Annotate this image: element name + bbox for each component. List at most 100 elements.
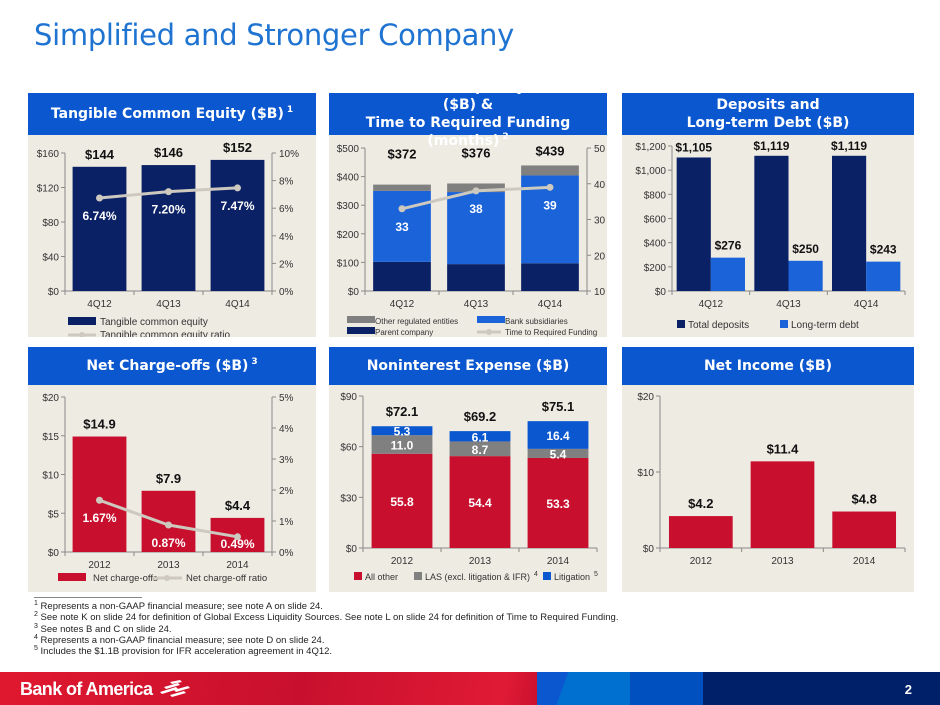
line-label: 38 [469,202,483,216]
chart-title: Tangible Common Equity ($B) 1 [28,93,316,135]
legend-label-text: Net charge-offs [93,573,158,584]
footnote: 4 Represents a non-GAAP financial measur… [34,634,618,646]
x-tick-label: 2013 [157,560,180,571]
y-tick-label: $30 [340,493,357,504]
footnote: 1 Represents a non-GAAP financial measur… [34,599,618,612]
page-number: 2 [904,682,912,697]
footnote-mark: 2 [34,611,38,619]
y-tick-label: $5 [48,509,60,520]
line-label: 7.20% [151,203,185,217]
legend-label-text: All other [365,572,398,582]
x-tick-label: 4Q13 [156,299,181,310]
chart-title: Net Charge-offs ($B) 3 [28,347,316,385]
line-label: 6.74% [82,209,116,223]
segment-label: 8.7 [472,443,489,457]
legend-label: Long-term debt [791,320,859,331]
line-label: 0.87% [151,536,185,550]
y-tick-label: $0 [48,287,60,298]
chart-title: Noninterest Expense ($B) [329,347,607,385]
chart-title-text: Long-term Debt ($B) [686,115,850,131]
flag-icon [160,679,191,697]
footnote-mark: 5 [34,645,38,653]
line-label: 1.67% [82,511,116,525]
footer-stripe [703,672,940,705]
footnote: 3 See notes B and C on slide 24. [34,622,618,635]
chart-area: $0 $200 $400 $600 $800 $1,000 $1,200 4Q12 4Q13 4Q… [622,135,914,337]
bar-segment [449,441,511,457]
bar-segment [373,184,431,191]
legend-label-text: Litigation [554,572,590,582]
bar-label: $1,119 [831,139,867,153]
footnote-mark: 1 [34,599,38,607]
line-point [165,521,172,529]
chart-title-line: Tangible Common Equity ($B) 1 [51,105,293,123]
x-tick-label: 2012 [690,556,713,567]
bar-segment [449,456,511,548]
chart-panel: Noninterest Expense ($B) $0 $30 $60 $90 2012 2… [329,347,607,592]
chart-panel: Global Excess Liquidity Sources ($B) & Ti… [329,79,607,337]
y2-tick-label: 4% [279,424,294,435]
y2-tick-label: 40 [594,180,606,191]
y-tick-label: $500 [337,144,360,155]
line-point [96,496,103,504]
legend-label-text: Tangible common equity ratio [100,330,231,337]
bar-segment [371,435,433,454]
legend-swatch [347,327,375,334]
chart-panel: Net Income ($B) $0 $10 $20 2012 2013 2014 $4.2 $… [622,347,914,592]
chart-title-text: Net Income ($B) [703,358,833,374]
y2-tick-label: 50 [594,144,606,155]
chart-area: $0 $40 $80 $120 $160 0% 2% 4% 6% 8% 10% 4Q12 4Q13 4Q1… [28,135,316,337]
total-label: $439 [536,143,565,158]
bar-segment [371,453,433,548]
x-tick-label: 4Q12 [699,299,724,310]
chart-title-text: Noninterest Expense ($B) [366,358,570,374]
bar-label: $250 [792,242,819,256]
legend-label-text: LAS (excl. litigation & IFR) [425,572,530,582]
legend-point [79,332,85,337]
y2-tick-label: 0% [279,287,294,298]
y2-tick-label: 4% [279,232,294,243]
y-tick-label: $10 [42,471,59,482]
y2-tick-label: 1% [279,517,294,528]
legend-label-text: Parent company [375,328,433,337]
legend-label: Tangible common equity [100,317,208,328]
segment-label: 5.3 [394,425,411,439]
footnote-text: Represents a non-GAAP financial measure;… [40,634,325,646]
y-tick-label: $600 [644,215,667,226]
y-tick-label: $60 [340,443,357,454]
y-tick-label: $90 [340,392,357,403]
bar-label: $152 [223,140,252,155]
legend-swatch [354,572,362,580]
bar-label: $4.4 [225,498,251,513]
chart-title-text: Net Charge-offs ($B) [86,358,249,374]
legend-label: Net charge-off ratio [186,573,267,584]
bar-segment [447,192,505,265]
y-tick-label: $0 [346,544,358,555]
y-tick-label: $20 [42,393,59,404]
line-point [472,187,480,195]
y-tick-label: $300 [337,201,360,212]
legend-label-text: Bank subsidiaries [505,317,568,326]
x-tick-label: 2012 [391,556,414,567]
chart-title-line: Deposits and [716,96,819,114]
legend-swatch [780,320,788,328]
footnote-mark: 3 [34,622,38,630]
bar-segment [521,263,579,291]
total-label: $376 [462,145,491,160]
chart-title-text: Time to Required Funding (months) [365,115,571,149]
chart-title-line: Noninterest Expense ($B) [367,357,570,375]
bar-label: $11.4 [767,441,800,456]
footer-stripe [537,672,630,705]
y-tick-label: $10 [637,468,654,479]
bar-label: $1,105 [675,140,712,154]
chart-svg: $0 $10 $20 2012 2013 2014 $4.2 $11.4 $4.8 [637,392,906,567]
chart-panel: Tangible Common Equity ($B) 1 $0 $40 $80 $120… [28,93,316,337]
y-tick-label: $1,000 [635,166,666,177]
chart-title-line: Global Excess Liquidity Sources ($B) & [329,78,607,114]
legend-label: Total deposits [688,320,749,331]
legend-label: All other [365,572,398,582]
legend-swatch [347,316,375,323]
legend-label: Litigation 5 [554,571,598,582]
footnotes: 1 Represents a non-GAAP financial measur… [34,597,618,657]
legend-swatch [677,320,685,328]
